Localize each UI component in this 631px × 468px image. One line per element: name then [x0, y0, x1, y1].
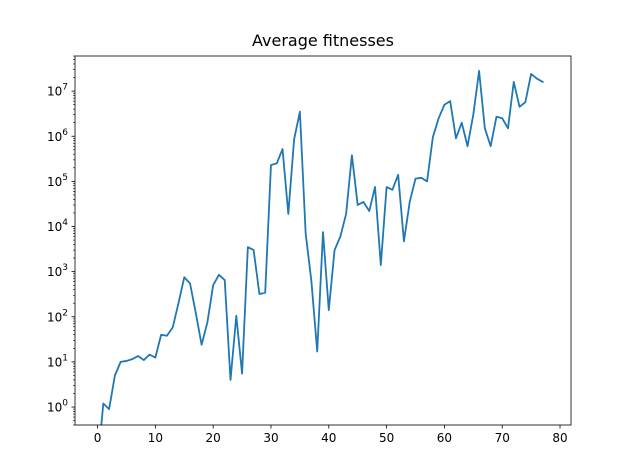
x-tick-label-20: 20	[206, 431, 221, 445]
series-layer	[100, 70, 544, 425]
chart-title: Average fitnesses	[252, 31, 394, 50]
x-tick-label-50: 50	[379, 431, 394, 445]
y-tick-label-base: 10	[47, 401, 62, 415]
y-tick-label-exponent: 1	[62, 353, 68, 363]
y-tick-label-base: 10	[47, 265, 62, 279]
y-tick-label-3: 103	[47, 263, 68, 279]
y-tick-label-4: 104	[47, 218, 68, 234]
y-tick-label-2: 102	[47, 308, 68, 324]
x-tick-label-70: 70	[495, 431, 510, 445]
y-tick-label-exponent: 5	[62, 173, 68, 183]
y-tick-label-exponent: 4	[62, 218, 68, 228]
y-tick-label-7: 107	[47, 83, 68, 99]
x-axis: 0 10 20 30 40 50 60 70 80	[94, 425, 568, 445]
x-tick-label-40: 40	[321, 431, 336, 445]
y-tick-label-base: 10	[47, 175, 62, 189]
y-tick-label-exponent: 7	[62, 83, 68, 93]
y-tick-label-exponent: 0	[62, 399, 68, 409]
x-tick-label-60: 60	[437, 431, 452, 445]
y-tick-label-base: 10	[47, 220, 62, 234]
x-tick-label-30: 30	[263, 431, 278, 445]
y-tick-label-base: 10	[47, 130, 62, 144]
y-tick-label-exponent: 3	[62, 263, 68, 273]
y-tick-label-1: 101	[47, 353, 68, 369]
y-tick-label-5: 105	[47, 173, 68, 189]
y-tick-label-base: 10	[47, 355, 62, 369]
x-tick-label-10: 10	[148, 431, 163, 445]
y-tick-label-base: 10	[47, 310, 62, 324]
x-tick-label-0: 0	[94, 431, 102, 445]
series-line-0	[100, 70, 544, 425]
y-tick-label-exponent: 6	[62, 128, 68, 138]
y-tick-label-0: 100	[47, 399, 68, 415]
y-tick-label-6: 106	[47, 128, 68, 144]
x-tick-label-80: 80	[552, 431, 567, 445]
y-tick-label-exponent: 2	[62, 308, 68, 318]
plot-frame	[74, 55, 572, 426]
y-tick-label-base: 10	[47, 85, 62, 99]
